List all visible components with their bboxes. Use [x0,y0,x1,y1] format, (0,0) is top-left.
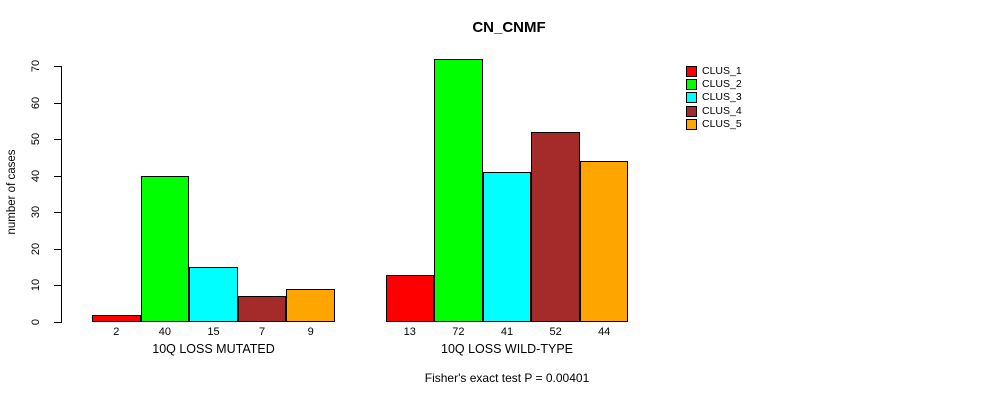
y-axis-tick-label: 60 [30,96,42,109]
legend-swatch-clus_3 [686,92,697,104]
y-axis-tick-label: 50 [30,132,42,146]
bar-value-label: 9 [307,326,314,338]
y-axis-tick [54,322,61,323]
legend-label-clus_2: CLUS_2 [702,78,742,91]
bar-clus_5-group1 [286,289,335,322]
y-axis-tick [54,212,61,214]
bar-clus_4-group1 [237,296,287,322]
bar-clus_4-group2 [531,131,580,322]
fisher-test-note: Fisher's exact test P = 0.00401 [424,371,590,385]
bar-value-label: 2 [113,326,120,338]
y-axis-tick [54,139,61,141]
bar-value-label: 13 [403,326,416,338]
y-axis-line [61,66,62,323]
y-axis-tick-label: 30 [30,206,42,219]
bar-clus_1-group1 [92,314,141,322]
legend-label-clus_1: CLUS_1 [702,65,742,77]
legend-label-clus_3: CLUS_3 [702,91,742,104]
legend-swatch-clus_2 [686,79,697,91]
legend-swatch-clus_4 [686,105,697,117]
bar-clus_2-group2 [434,58,483,322]
bar-clus_3-group1 [189,267,238,322]
y-axis-tick [54,175,61,177]
bar-value-label: 40 [158,326,172,338]
x-axis-group-label: 10Q LOSS WILD-TYPE [441,342,573,356]
legend-swatch-clus_5 [686,118,697,130]
bar-value-label: 7 [259,326,266,338]
legend-label-clus_5: CLUS_5 [702,117,742,130]
y-axis-tick [54,66,61,67]
bar-value-label: 15 [207,326,220,338]
x-axis-group-label: 10Q LOSS MUTATED [152,342,275,356]
bar-value-label: 44 [598,326,611,338]
y-axis-tick-label: 0 [30,318,42,326]
bar-value-label: 52 [549,326,562,338]
y-axis-tick-label: 40 [30,169,42,182]
legend-swatch-clus_1 [686,66,697,77]
legend-label-clus_4: CLUS_4 [702,104,742,117]
chart-title: CN_CNMF [472,19,546,36]
y-axis-tick-label: 10 [30,279,42,292]
y-axis-tick-label: 70 [30,59,42,73]
y-axis-tick-label: 20 [30,242,42,256]
bar-clus_5-group2 [579,161,629,322]
y-axis-tick [54,248,61,250]
bar-clus_3-group2 [482,172,532,322]
y-axis-tick [54,102,61,104]
bar-value-label: 72 [452,326,465,338]
bar-value-label: 41 [500,326,514,338]
y-axis-tick [54,285,61,287]
bar-clus_1-group2 [385,274,435,322]
bar-clus_2-group1 [140,175,190,322]
